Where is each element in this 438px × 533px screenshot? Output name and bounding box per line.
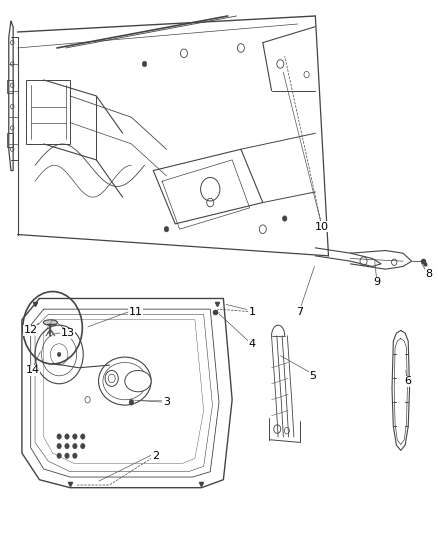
Text: 9: 9 xyxy=(373,278,380,287)
Ellipse shape xyxy=(43,320,57,325)
Circle shape xyxy=(65,443,69,449)
Text: 8: 8 xyxy=(426,270,433,279)
Text: 5: 5 xyxy=(310,371,317,381)
FancyBboxPatch shape xyxy=(7,133,13,147)
Circle shape xyxy=(57,443,61,449)
Circle shape xyxy=(283,216,287,221)
Text: 11: 11 xyxy=(129,307,143,317)
Text: 2: 2 xyxy=(152,451,159,461)
Text: 13: 13 xyxy=(61,328,75,338)
Circle shape xyxy=(57,453,61,458)
Text: 14: 14 xyxy=(26,366,40,375)
Circle shape xyxy=(164,227,169,232)
Ellipse shape xyxy=(99,357,151,405)
FancyBboxPatch shape xyxy=(7,80,13,93)
Circle shape xyxy=(73,453,77,458)
Circle shape xyxy=(57,352,61,357)
Ellipse shape xyxy=(125,370,151,392)
Circle shape xyxy=(129,400,134,405)
Text: 12: 12 xyxy=(24,326,38,335)
Circle shape xyxy=(65,434,69,439)
Circle shape xyxy=(57,434,61,439)
Circle shape xyxy=(73,434,77,439)
Text: 1: 1 xyxy=(248,307,255,317)
Text: 4: 4 xyxy=(248,339,255,349)
Circle shape xyxy=(142,61,147,67)
Text: 3: 3 xyxy=(163,398,170,407)
Circle shape xyxy=(81,434,85,439)
Circle shape xyxy=(65,453,69,458)
Text: 7: 7 xyxy=(297,307,304,317)
Circle shape xyxy=(81,443,85,449)
Circle shape xyxy=(73,443,77,449)
FancyBboxPatch shape xyxy=(26,80,70,144)
Text: 6: 6 xyxy=(404,376,411,386)
Text: 10: 10 xyxy=(315,222,329,231)
